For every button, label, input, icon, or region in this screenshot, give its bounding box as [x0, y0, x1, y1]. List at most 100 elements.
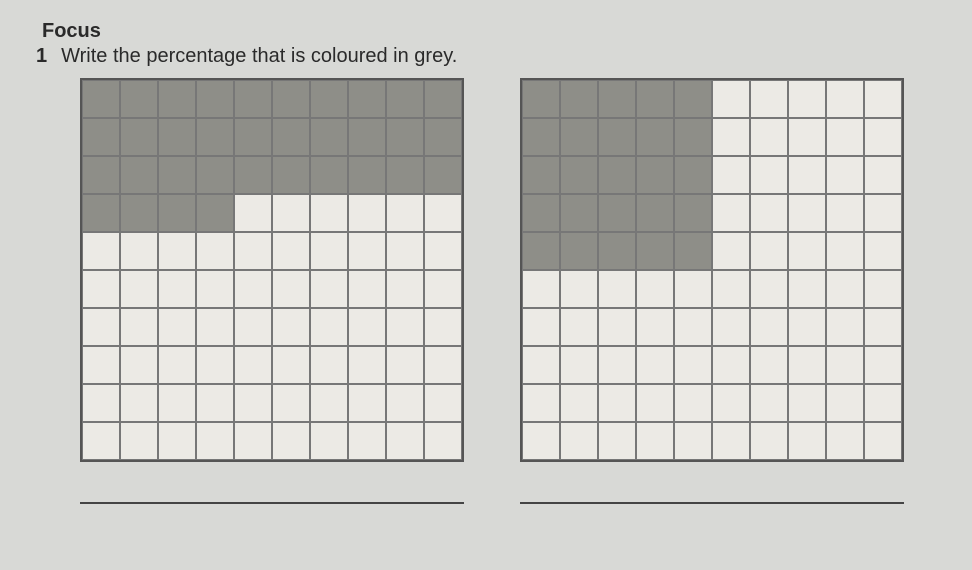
grid-cell [712, 156, 750, 194]
answers-row [80, 502, 936, 504]
grid-a [80, 78, 464, 462]
grid-cell [788, 346, 826, 384]
grid-cell [424, 346, 462, 384]
grid-cell [826, 270, 864, 308]
grid-cell [522, 308, 560, 346]
grid-cell [598, 156, 636, 194]
grid-cell [386, 422, 424, 460]
grid-cell [424, 422, 462, 460]
grid-cell [386, 346, 424, 384]
grid-cell [158, 118, 196, 156]
grid-cell [158, 194, 196, 232]
grid-cell [636, 308, 674, 346]
grid-cell [272, 232, 310, 270]
grid-cell [636, 118, 674, 156]
grid-cell [310, 308, 348, 346]
grid-cell [598, 118, 636, 156]
grid-cell [196, 80, 234, 118]
grid-cell [788, 80, 826, 118]
grid-cell [386, 80, 424, 118]
grid-cell [310, 384, 348, 422]
grid-cell [522, 270, 560, 308]
grid-cell [712, 422, 750, 460]
grid-cell [864, 384, 902, 422]
grid-cell [826, 422, 864, 460]
grid-cell [424, 194, 462, 232]
grid-cell [864, 194, 902, 232]
grid-cell [120, 118, 158, 156]
grid-cell [712, 232, 750, 270]
grid-cell [826, 232, 864, 270]
grid-cell [234, 194, 272, 232]
grid-cell [864, 232, 902, 270]
grid-cell [348, 270, 386, 308]
grid-cell [82, 270, 120, 308]
grid-cell [864, 156, 902, 194]
grid-cell [386, 118, 424, 156]
answer-line-a [80, 502, 464, 504]
grid-cell [82, 346, 120, 384]
grid-cell [234, 80, 272, 118]
grid-cell [234, 156, 272, 194]
grid-cell [348, 422, 386, 460]
grid-cell [424, 270, 462, 308]
grid-cell [750, 384, 788, 422]
grid-cell [598, 346, 636, 384]
grid-cell [750, 422, 788, 460]
grid-cell [788, 156, 826, 194]
grid-cell [522, 232, 560, 270]
grid-cell [348, 118, 386, 156]
grid-cell [560, 308, 598, 346]
grid-cell [272, 346, 310, 384]
grid-cell [82, 118, 120, 156]
grid-cell [196, 118, 234, 156]
grid-cell [826, 156, 864, 194]
grid-cell [750, 118, 788, 156]
grid-cell [348, 232, 386, 270]
grid-cell [788, 422, 826, 460]
grid-cell [598, 80, 636, 118]
grid-cell [674, 156, 712, 194]
grid-cell [712, 80, 750, 118]
grid-cell [560, 232, 598, 270]
grid-cell [598, 194, 636, 232]
grid-cell [424, 384, 462, 422]
grid-cell [636, 384, 674, 422]
grid-cell [598, 270, 636, 308]
grid-cell [272, 118, 310, 156]
grid-cell [234, 384, 272, 422]
grid-cell [522, 346, 560, 384]
grid-cell [196, 270, 234, 308]
grid-cell [750, 270, 788, 308]
grid-cell [598, 422, 636, 460]
worksheet-header: Focus 1 Write the percentage that is col… [36, 20, 936, 68]
grid-cell [310, 422, 348, 460]
grid-cell [196, 346, 234, 384]
grid-cell [522, 422, 560, 460]
grid-cell [522, 384, 560, 422]
grid-cell [310, 232, 348, 270]
grid-cell [82, 422, 120, 460]
grid-cell [386, 156, 424, 194]
grid-cell [788, 270, 826, 308]
grid-cell [788, 308, 826, 346]
grid-cell [234, 270, 272, 308]
question-row: 1 Write the percentage that is coloured … [36, 45, 936, 68]
grid-cell [522, 156, 560, 194]
grid-cell [158, 346, 196, 384]
grid-cell [424, 118, 462, 156]
grid-cell [712, 308, 750, 346]
grid-cell [120, 156, 158, 194]
grid-cell [560, 384, 598, 422]
grid-cell [386, 232, 424, 270]
grid-cell [120, 384, 158, 422]
grid-cell [750, 232, 788, 270]
grid-cell [348, 80, 386, 118]
grid-cell [348, 384, 386, 422]
grid-cell [598, 384, 636, 422]
grid-cell [750, 346, 788, 384]
grid-cell [196, 422, 234, 460]
grid-cell [82, 156, 120, 194]
grid-cell [826, 118, 864, 156]
grid-cell [522, 118, 560, 156]
